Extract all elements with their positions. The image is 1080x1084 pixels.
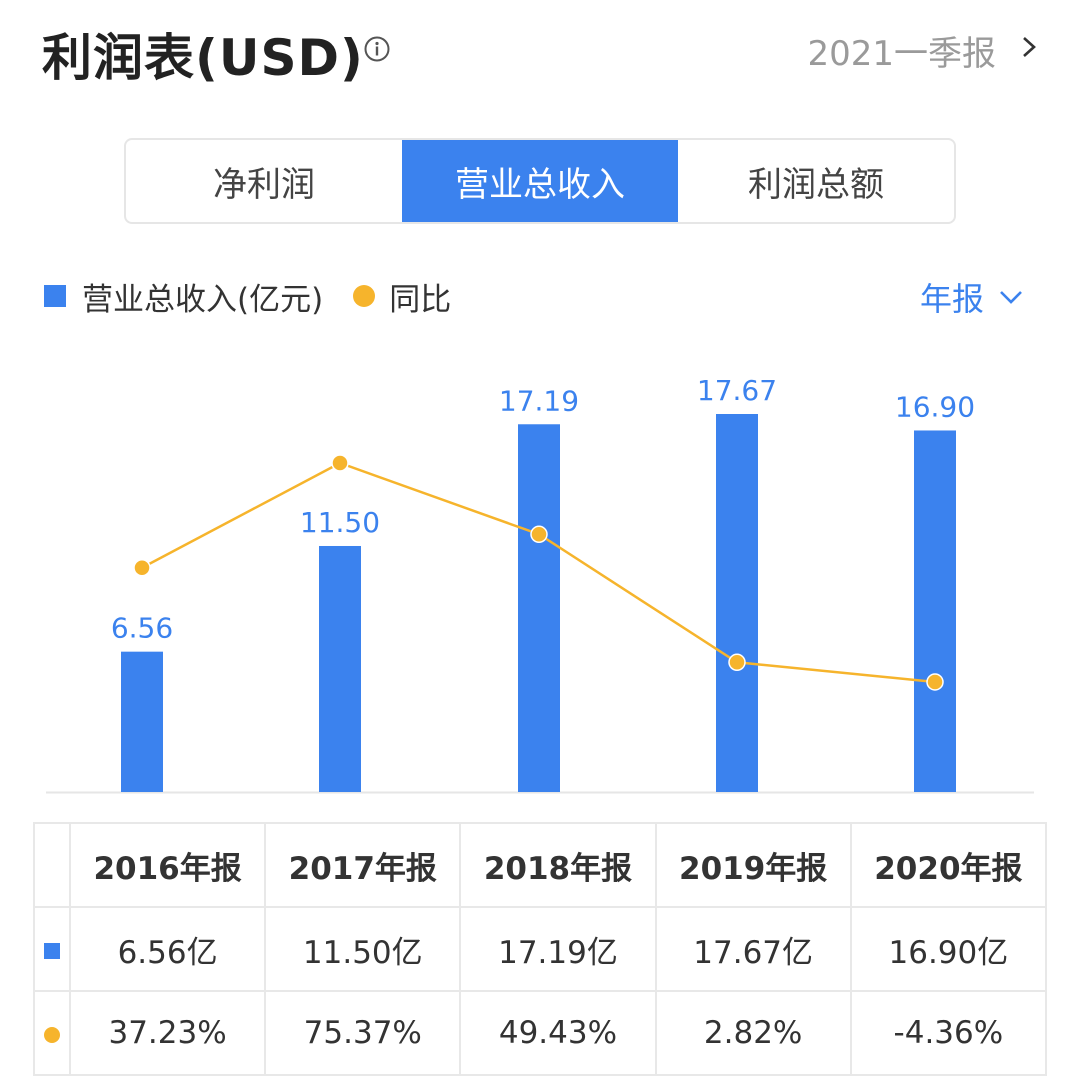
- period-label[interactable]: 2021一季报: [807, 34, 996, 74]
- revenue-bar[interactable]: [518, 424, 560, 792]
- yoy-point[interactable]: [530, 525, 548, 544]
- table-cell: 17.19亿: [459, 906, 657, 992]
- revenue-marker-cell: [33, 906, 71, 992]
- table-cell: 6.56亿: [68, 906, 267, 992]
- yoy-marker: [44, 1027, 60, 1043]
- table-corner-cell: [33, 822, 71, 908]
- table-cell: 49.43%: [459, 990, 657, 1076]
- bar-value-label: 6.56: [111, 612, 173, 645]
- table-cell: 17.67亿: [654, 906, 852, 992]
- table-header-cell: 2017年报: [264, 822, 462, 908]
- period-select-label: 年报: [919, 280, 984, 318]
- legend-bar-label: 营业总收入(亿元): [82, 281, 324, 318]
- bar-value-label: 11.50: [300, 506, 380, 539]
- revenue-bar[interactable]: [914, 430, 956, 792]
- yoy-point[interactable]: [133, 559, 151, 577]
- table-cell: 37.23%: [68, 990, 267, 1076]
- yoy-point[interactable]: [331, 454, 349, 472]
- revenue-bar[interactable]: [319, 545, 361, 792]
- header: 利润表(USD) 2021一季报: [42, 10, 1040, 87]
- tab-net-profit[interactable]: 净利润: [213, 164, 315, 205]
- tab-total-revenue[interactable]: 营业总收入: [402, 140, 678, 222]
- data-table: 2016年报 2017年报 2018年报 2019年报 2020年报 6.56亿…: [33, 822, 1048, 1076]
- table-cell: 75.37%: [264, 990, 462, 1076]
- bar-value-label: 17.67: [697, 374, 777, 407]
- table-header-cell: 2020年报: [849, 822, 1048, 908]
- table-cell: 16.90亿: [849, 906, 1048, 992]
- legend-line-swatch: [353, 285, 376, 307]
- yoy-point[interactable]: [926, 673, 944, 691]
- table-row-revenue: 6.56亿 11.50亿 17.19亿 17.67亿 16.90亿: [33, 906, 1048, 992]
- yoy-marker-cell: [33, 990, 71, 1076]
- table-header-cell: 2016年报: [68, 822, 267, 908]
- revenue-bar[interactable]: [121, 651, 163, 792]
- metric-tabs: 净利润 营业总收入 利润总额: [124, 138, 956, 224]
- bar-value-label: 16.90: [895, 390, 975, 423]
- yoy-point[interactable]: [728, 653, 746, 672]
- table-cell: 11.50亿: [264, 906, 462, 992]
- revenue-chart: 6.56 11.50 17.19 17.67 16.90: [46, 374, 1034, 794]
- chart-legend: 营业总收入(亿元) 同比: [44, 272, 451, 320]
- table-header-cell: 2018年报: [459, 822, 657, 908]
- table-cell: 2.82%: [654, 990, 852, 1076]
- tab-total-profit[interactable]: 利润总额: [748, 164, 884, 205]
- table-row-yoy: 37.23% 75.37% 49.43% 2.82% -4.36%: [33, 990, 1048, 1076]
- revenue-bar[interactable]: [716, 414, 758, 792]
- page-title: 利润表(USD): [42, 29, 364, 87]
- period-select[interactable]: 年报: [920, 274, 1024, 320]
- bar-value-label: 17.19: [499, 384, 579, 417]
- revenue-marker: [44, 943, 60, 959]
- chevron-down-icon: [1000, 291, 1022, 304]
- table-header-row: 2016年报 2017年报 2018年报 2019年报 2020年报: [33, 822, 1048, 908]
- legend-line-label: 同比: [389, 281, 452, 318]
- table-header-cell: 2019年报: [654, 822, 852, 908]
- info-icon[interactable]: [364, 36, 390, 62]
- table-cell: -4.36%: [849, 990, 1048, 1076]
- chevron-right-icon[interactable]: [1018, 32, 1040, 62]
- legend-bar-swatch: [44, 285, 66, 307]
